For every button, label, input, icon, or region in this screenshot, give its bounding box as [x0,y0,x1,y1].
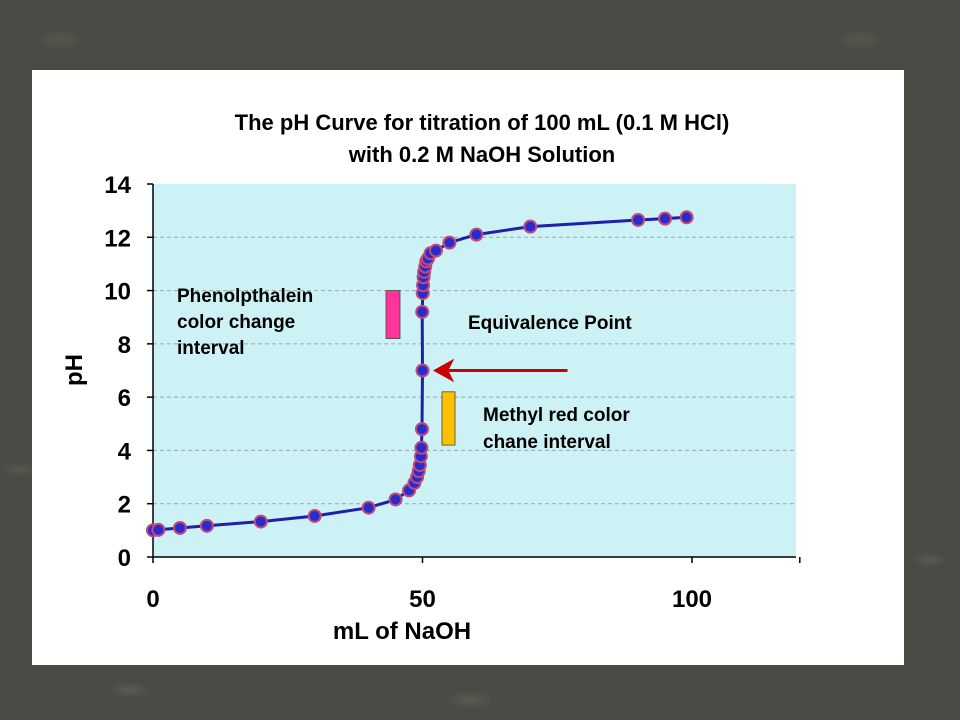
chart-title-line-2: with 0.2 M NaOH Solution [348,142,615,167]
y-tick-label: 0 [118,545,131,572]
methyl-red-label-line-1: Methyl red color [483,405,630,426]
y-tick-label: 6 [118,385,131,412]
x-tick-label: 100 [672,586,712,613]
data-points [146,210,694,538]
data-point [172,520,187,535]
equivalence-point-label: Equivalence Point [468,313,632,334]
y-tick-label: 10 [104,279,131,306]
phenolphthalein-label-line-2: color change [177,312,295,333]
data-point [361,500,376,515]
slide-panel: The pH Curve for titration of 100 mL (0.… [32,70,904,665]
data-point [388,492,403,507]
data-point [414,440,429,455]
indicator-bars [385,290,456,446]
tick-labels: 0 2 4 6 8 10 12 14 0 50 100 [104,172,712,613]
x-tick-label: 0 [146,586,159,613]
ph-titration-chart: The pH Curve for titration of 100 mL (0.… [61,110,801,645]
y-tick-label: 4 [118,438,132,465]
data-point [523,219,538,234]
y-tick-label: 14 [104,172,131,199]
data-point [442,235,457,250]
data-point [679,210,694,225]
data-point [631,212,646,227]
y-tick-label: 12 [104,225,131,252]
equivalence-arrow [432,358,568,383]
data-point [253,514,268,529]
data-point [469,227,484,242]
axes [147,183,801,563]
x-tick-label: 50 [409,586,436,613]
data-point [307,508,322,523]
x-axis-title: mL of NaOH [333,618,471,645]
data-point [658,211,673,226]
data-point [199,518,214,533]
equivalence-arrow-head [432,358,455,383]
methyl-red-label-line-2: chane interval [483,432,611,453]
phenolphthalein-label-line-1: Phenolpthalein [177,286,313,307]
gridlines [153,236,796,505]
y-tick-label: 8 [118,332,131,359]
data-point [428,243,443,258]
data-point [151,522,166,537]
methyl-red-range-bar [441,391,456,446]
data-point [414,422,429,437]
y-axis-title: pH [61,354,88,386]
y-tick-label: 2 [118,492,131,519]
phenolphthalein-label-line-3: interval [177,338,245,359]
chart-title-line-1: The pH Curve for titration of 100 mL (0.… [235,110,730,135]
data-point [415,363,430,378]
data-point [415,304,430,319]
phenolphthalein-range-bar [385,290,401,339]
